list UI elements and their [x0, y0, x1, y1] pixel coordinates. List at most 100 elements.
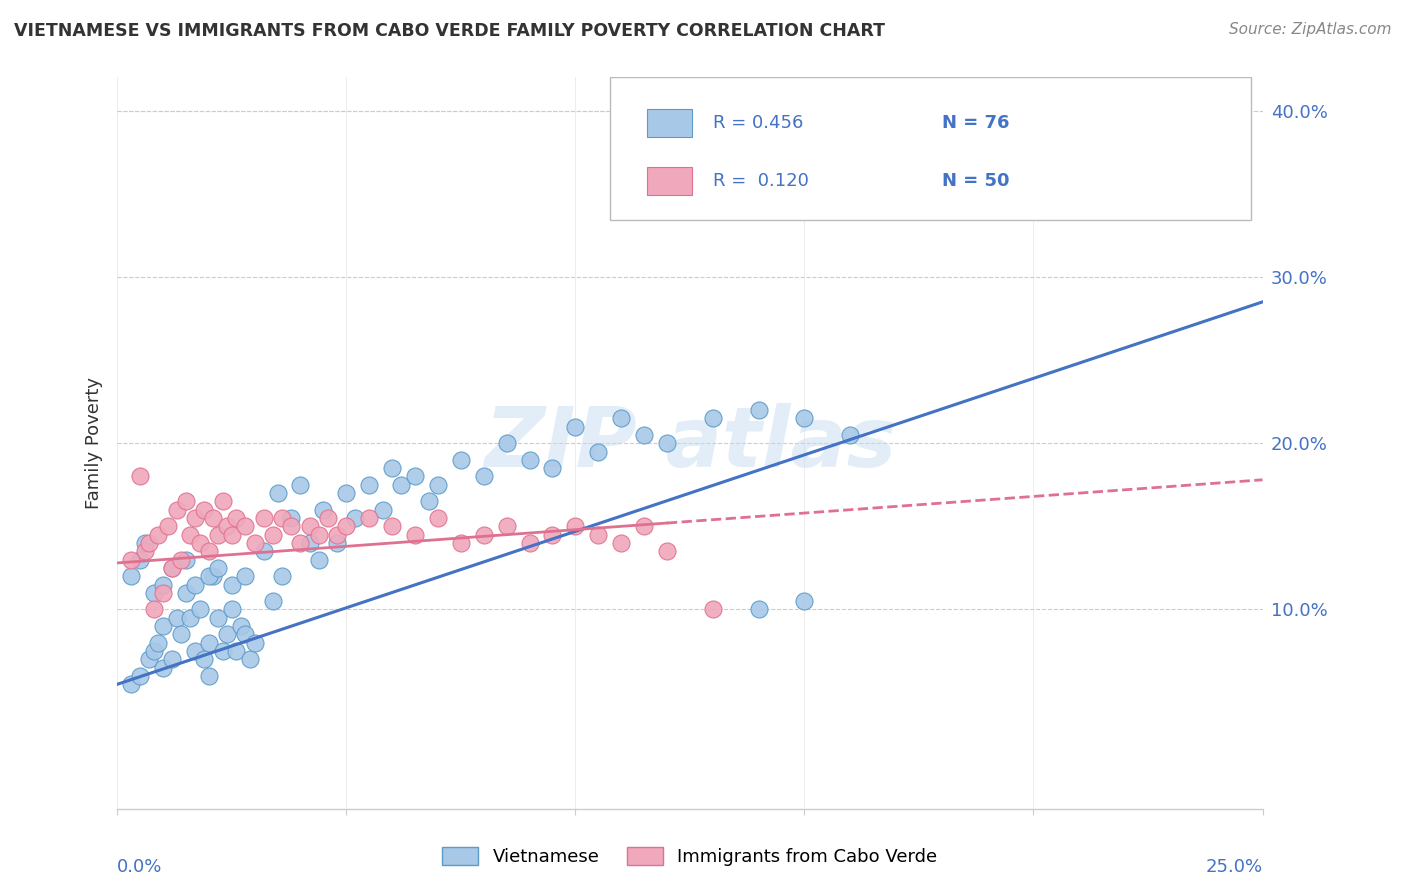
Point: [495, 436, 517, 450]
Point: [312, 502, 335, 516]
Point: [138, 536, 160, 550]
Point: [202, 511, 225, 525]
Point: [280, 511, 302, 525]
Point: [198, 669, 221, 683]
Point: [253, 544, 276, 558]
Point: [160, 652, 183, 666]
Point: [207, 561, 229, 575]
Point: [655, 544, 678, 558]
Point: [271, 511, 294, 525]
Text: Source: ZipAtlas.com: Source: ZipAtlas.com: [1229, 22, 1392, 37]
Point: [134, 544, 156, 558]
Point: [138, 652, 160, 666]
Text: R =  0.120: R = 0.120: [713, 172, 808, 190]
Point: [326, 536, 349, 550]
Point: [426, 511, 449, 525]
Point: [211, 644, 233, 658]
Point: [188, 536, 211, 550]
Point: [160, 561, 183, 575]
Point: [225, 644, 247, 658]
Point: [229, 619, 252, 633]
Point: [359, 511, 381, 525]
Point: [519, 453, 541, 467]
Point: [217, 627, 239, 641]
Point: [243, 636, 266, 650]
Point: [193, 652, 215, 666]
Point: [166, 611, 188, 625]
Point: [184, 511, 207, 525]
Point: [793, 411, 815, 425]
Point: [298, 536, 321, 550]
Point: [198, 569, 221, 583]
Text: 25.0%: 25.0%: [1205, 858, 1263, 876]
Text: N = 50: N = 50: [942, 172, 1010, 190]
Point: [134, 536, 156, 550]
Point: [202, 569, 225, 583]
Point: [335, 519, 357, 533]
Point: [225, 511, 247, 525]
Point: [472, 469, 495, 483]
Point: [235, 627, 257, 641]
Point: [610, 536, 633, 550]
Point: [170, 552, 193, 566]
Point: [235, 569, 257, 583]
Point: [221, 602, 243, 616]
Point: [217, 519, 239, 533]
Point: [156, 519, 179, 533]
Point: [308, 552, 330, 566]
Point: [271, 569, 294, 583]
Point: [188, 602, 211, 616]
Point: [976, 153, 998, 168]
Legend: Vietnamese, Immigrants from Cabo Verde: Vietnamese, Immigrants from Cabo Verde: [434, 839, 945, 873]
Point: [262, 594, 284, 608]
Point: [184, 644, 207, 658]
Text: N = 76: N = 76: [942, 114, 1010, 132]
Point: [748, 403, 770, 417]
Point: [418, 494, 440, 508]
Point: [120, 569, 142, 583]
Point: [316, 511, 339, 525]
FancyBboxPatch shape: [610, 78, 1251, 220]
Point: [179, 611, 201, 625]
Point: [120, 552, 142, 566]
Point: [702, 602, 724, 616]
FancyBboxPatch shape: [648, 167, 692, 195]
Point: [148, 527, 170, 541]
Point: [495, 519, 517, 533]
Point: [148, 636, 170, 650]
Point: [266, 486, 288, 500]
Text: 0.0%: 0.0%: [117, 858, 163, 876]
Point: [142, 602, 165, 616]
Point: [152, 619, 174, 633]
Point: [541, 461, 564, 475]
Point: [221, 527, 243, 541]
Point: [253, 511, 276, 525]
Point: [389, 477, 412, 491]
Point: [450, 536, 472, 550]
Y-axis label: Family Poverty: Family Poverty: [86, 377, 103, 509]
Point: [142, 586, 165, 600]
Point: [472, 527, 495, 541]
Point: [174, 552, 197, 566]
Point: [586, 444, 609, 458]
Point: [152, 661, 174, 675]
Point: [198, 544, 221, 558]
Point: [633, 519, 655, 533]
Point: [426, 477, 449, 491]
Point: [207, 527, 229, 541]
Point: [170, 627, 193, 641]
Point: [221, 577, 243, 591]
Point: [129, 552, 152, 566]
Point: [184, 577, 207, 591]
Point: [235, 519, 257, 533]
Point: [142, 644, 165, 658]
Point: [450, 453, 472, 467]
Point: [152, 586, 174, 600]
Point: [586, 527, 609, 541]
Text: R = 0.456: R = 0.456: [713, 114, 803, 132]
Point: [290, 536, 312, 550]
Point: [179, 527, 201, 541]
Point: [166, 502, 188, 516]
Point: [326, 527, 349, 541]
Point: [335, 486, 357, 500]
